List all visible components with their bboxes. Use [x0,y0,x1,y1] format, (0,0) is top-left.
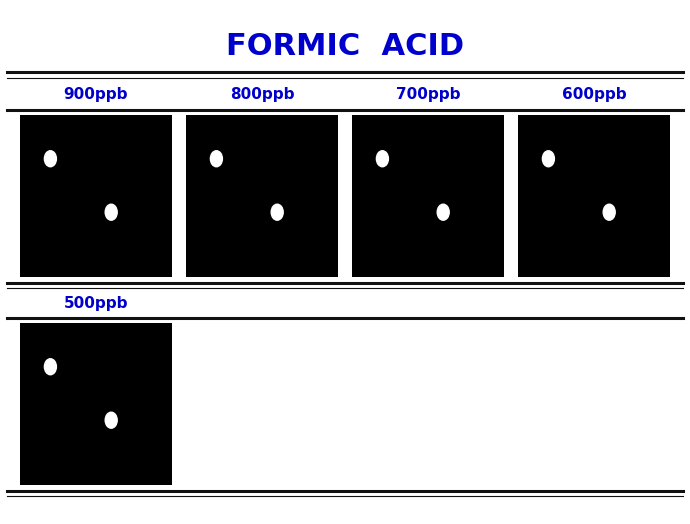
Ellipse shape [542,151,554,167]
Ellipse shape [105,412,117,428]
Text: 700ppb: 700ppb [396,87,460,102]
Ellipse shape [44,359,57,375]
Text: FORMIC  ACID: FORMIC ACID [226,32,464,61]
Bar [186,115,338,277]
Ellipse shape [377,151,388,167]
Ellipse shape [603,204,615,220]
Ellipse shape [271,204,283,220]
Bar [352,115,504,277]
Ellipse shape [210,151,222,167]
Text: 600ppb: 600ppb [562,87,627,102]
Text: 900ppb: 900ppb [63,87,128,102]
Text: 800ppb: 800ppb [230,87,294,102]
Text: 500ppb: 500ppb [63,296,128,311]
Bar [518,115,670,277]
Ellipse shape [437,204,449,220]
Ellipse shape [105,204,117,220]
Bar [20,115,172,277]
Bar [20,323,172,485]
Ellipse shape [44,151,57,167]
